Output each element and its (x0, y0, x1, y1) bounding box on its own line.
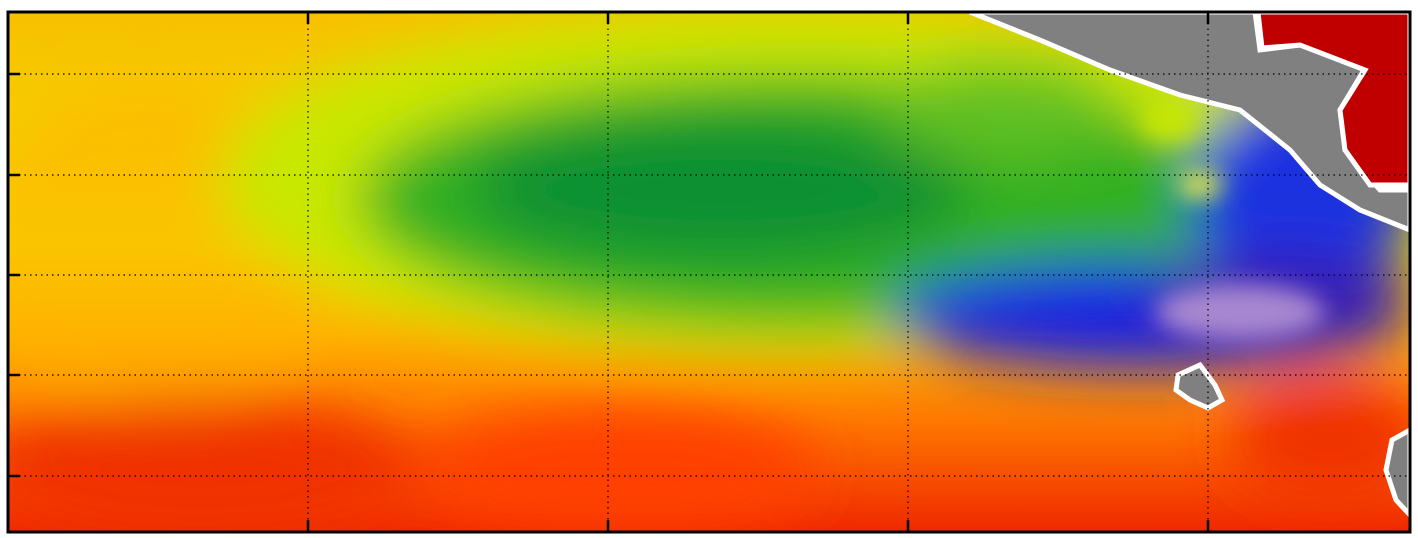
blob (1140, 100, 1200, 140)
blob (1230, 380, 1410, 500)
grid (8, 12, 1410, 532)
data-field (8, 12, 1410, 532)
blob (420, 410, 820, 530)
land-data (1255, 12, 1410, 188)
island (1173, 361, 1226, 411)
land (1383, 427, 1410, 519)
blob (1155, 284, 1325, 340)
blob (880, 60, 1120, 160)
map-frame (6, 10, 1412, 534)
field-details (1140, 100, 1325, 340)
blob (470, 120, 970, 260)
blob (8, 400, 420, 532)
blob (1178, 172, 1222, 198)
ticks (8, 12, 1210, 532)
